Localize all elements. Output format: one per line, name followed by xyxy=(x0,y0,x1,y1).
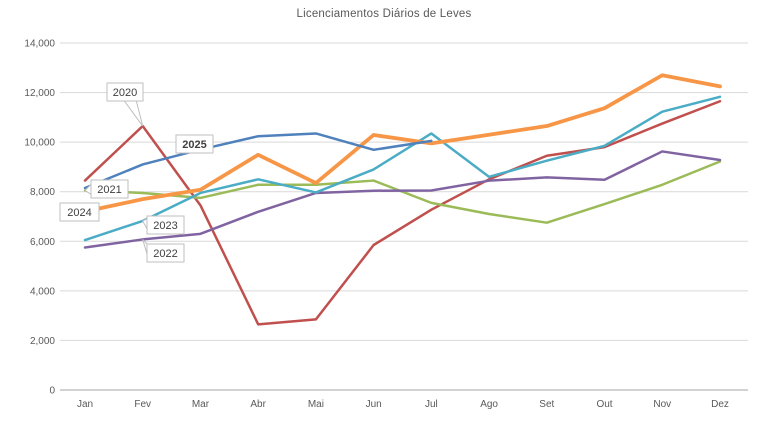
x-axis-tick-label-out: Out xyxy=(596,399,612,410)
series-line-2024 xyxy=(83,73,722,214)
callout-label-2024: 2024 xyxy=(67,207,91,219)
y-axis-tick-label: 0 xyxy=(49,386,55,397)
x-axis-tick-label-set: Set xyxy=(539,399,554,410)
callout-box-2022 xyxy=(146,243,185,263)
callout-leader-2023 xyxy=(142,217,148,230)
callout-box-2025 xyxy=(175,134,214,154)
callout-label-2025: 2025 xyxy=(182,139,206,151)
callout-label-2020: 2020 xyxy=(113,87,137,99)
y-axis-tick-label: 6,000 xyxy=(30,237,55,248)
series-line-2022 xyxy=(83,150,722,249)
callout-label-2023: 2023 xyxy=(153,220,177,232)
x-axis-tick-label-jul: Jul xyxy=(425,399,438,410)
y-axis-tick-label: 14,000 xyxy=(24,39,55,50)
callout-label-2022: 2022 xyxy=(153,248,177,260)
x-axis-tick-label-dez: Dez xyxy=(711,399,729,410)
y-axis-tick-label: 10,000 xyxy=(24,138,55,149)
series-line-2025 xyxy=(83,132,433,190)
x-axis-tick-label-jun: Jun xyxy=(366,399,382,410)
chart-title: Licenciamentos Diários de Leves xyxy=(296,8,472,20)
y-axis-tick-label: 4,000 xyxy=(30,286,55,297)
x-axis-tick-label-fev: Fev xyxy=(134,399,151,410)
x-axis-tick-label-abr: Abr xyxy=(250,399,266,410)
y-axis-tick-label: 8,000 xyxy=(30,187,55,198)
y-axis-tick-label: 2,000 xyxy=(30,336,55,347)
callout-box-2020 xyxy=(106,82,144,102)
x-axis-tick-label-jan: Jan xyxy=(77,399,93,410)
callout-label-2021: 2021 xyxy=(97,184,121,196)
x-axis-tick-label-ago: Ago xyxy=(480,399,498,410)
callout-box-2021 xyxy=(90,179,129,199)
callout-box-2024 xyxy=(59,202,100,222)
series-line-2023 xyxy=(83,95,722,242)
y-axis-tick-label: 12,000 xyxy=(24,88,55,99)
callout-box-2023 xyxy=(146,215,185,235)
x-axis-tick-label-nov: Nov xyxy=(653,399,671,410)
callout-leader-2020 xyxy=(123,100,144,127)
x-axis-tick-label-mai: Mai xyxy=(308,399,324,410)
x-axis-tick-label-mar: Mar xyxy=(192,399,210,410)
